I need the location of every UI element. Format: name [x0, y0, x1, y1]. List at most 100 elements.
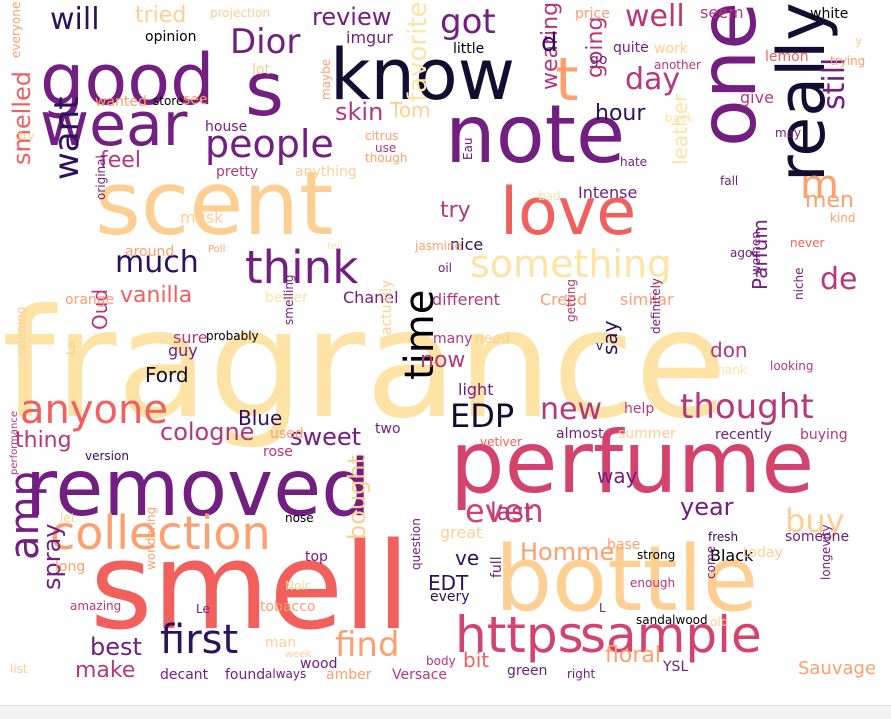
word-cloud-word: will	[50, 2, 100, 37]
word-cloud-word: make	[75, 658, 136, 683]
word-cloud-word: better	[265, 290, 308, 306]
word-cloud-word: leather	[668, 93, 692, 165]
word-cloud-word: t	[555, 45, 579, 115]
word-cloud-word: try	[440, 198, 471, 223]
word-cloud-word: kind	[830, 211, 856, 225]
word-cloud-word: good	[40, 39, 215, 121]
word-cloud-word: orange	[65, 292, 115, 308]
word-cloud-word: bit	[463, 648, 490, 672]
word-cloud-word: Poll	[208, 244, 226, 255]
word-cloud-word: feel	[100, 148, 141, 173]
word-cloud-word: hour	[595, 101, 646, 126]
word-cloud-word: smelled	[8, 71, 36, 165]
word-cloud-word: buy	[785, 502, 845, 540]
word-cloud-word: every	[430, 589, 470, 605]
word-cloud-word: everyone	[9, 2, 23, 59]
word-cloud-word: getting	[564, 279, 578, 322]
word-cloud-word: now	[420, 348, 466, 373]
word-cloud-word: man	[265, 635, 297, 651]
word-cloud-word: new	[540, 392, 603, 427]
word-cloud-word: may	[775, 126, 802, 140]
word-cloud-word: wanted	[95, 94, 147, 110]
word-cloud-word: trying	[830, 54, 866, 68]
word-cloud-word: wear	[40, 90, 188, 160]
word-cloud-word: Ford	[145, 363, 189, 387]
word-cloud-word: m	[800, 162, 839, 208]
word-cloud-word: men	[805, 188, 854, 213]
word-cloud-word: floral	[605, 643, 661, 668]
word-cloud-word: smelling	[282, 274, 296, 325]
word-cloud-word: think	[245, 241, 359, 294]
word-cloud-word: someone	[785, 529, 850, 545]
word-cloud-word: pretty	[216, 164, 259, 180]
word-cloud-word: don	[710, 338, 748, 362]
word-cloud-word: full	[489, 556, 505, 578]
word-cloud-word: Blue	[238, 406, 283, 430]
word-cloud-word: jasmine	[415, 239, 462, 253]
word-cloud-word: something	[470, 242, 672, 286]
word-cloud-word: d	[541, 28, 558, 58]
word-cloud-word: amber	[326, 667, 372, 683]
word-cloud-word: anything	[295, 164, 357, 180]
word-cloud-word: use	[375, 141, 397, 155]
word-cloud-word: white	[810, 6, 849, 22]
word-cloud-word: scent	[95, 152, 334, 255]
word-cloud-word: definitely	[649, 277, 663, 334]
word-cloud-word: going	[583, 16, 608, 78]
word-cloud-word: enough	[630, 576, 676, 590]
word-cloud-word: around	[125, 244, 175, 260]
word-cloud-word: sandalwood	[636, 613, 708, 627]
word-cloud-word: women	[749, 231, 763, 275]
word-cloud-word: longevity	[819, 524, 833, 580]
word-cloud-word: Tom	[390, 98, 431, 122]
word-cloud-word: wondering	[144, 506, 158, 570]
word-cloud-word: another	[654, 58, 701, 72]
word-cloud-word: projection	[210, 6, 270, 20]
word-cloud-word: back	[665, 111, 694, 125]
word-cloud-word: original	[94, 155, 108, 200]
word-cloud-word: imgur	[346, 28, 393, 47]
word-cloud-word: summer	[618, 426, 676, 442]
word-cloud-word: opening	[14, 306, 28, 355]
word-cloud-word: citrus	[365, 129, 399, 143]
word-cloud-word: thought	[680, 387, 814, 427]
word-cloud-word: anyone	[20, 387, 168, 433]
word-cloud-word: last	[490, 498, 534, 526]
word-cloud-word: first	[160, 617, 239, 663]
word-cloud-word: well	[625, 0, 685, 34]
word-cloud-word: s	[245, 45, 285, 133]
word-cloud-word: bad	[538, 189, 561, 203]
word-cloud-word: question	[409, 518, 423, 570]
word-cloud-word: strong	[637, 548, 676, 562]
word-cloud-word: de	[820, 262, 858, 297]
word-cloud-word: musk	[180, 208, 224, 227]
word-cloud-word: give	[740, 88, 774, 107]
word-cloud-word: need	[475, 331, 510, 347]
word-cloud-word: quite	[613, 40, 649, 56]
word-cloud-word: oil	[438, 261, 453, 275]
word-cloud-word: tobacco	[260, 599, 316, 615]
word-cloud-word: similar	[620, 290, 674, 309]
word-cloud-word: week	[285, 649, 312, 660]
word-cloud-word: seem	[700, 3, 744, 22]
word-cloud-word: amazing	[70, 599, 122, 613]
word-cloud-word: Black	[710, 546, 754, 565]
word-cloud-word: removed	[25, 444, 371, 534]
word-cloud-word: love	[500, 175, 637, 250]
word-cloud-word: year	[680, 493, 734, 521]
word-cloud-word: sweet	[290, 423, 362, 451]
word-cloud-word: great	[440, 523, 483, 542]
word-cloud-word: way	[597, 464, 638, 488]
word-cloud-word: used	[270, 426, 304, 442]
word-cloud-word: EDT	[428, 571, 469, 595]
word-cloud-word: opinion	[145, 29, 197, 45]
word-cloud-word: https	[455, 606, 584, 664]
word-cloud-word: thing	[15, 428, 72, 453]
word-cloud-word: lemon	[765, 49, 809, 65]
word-cloud-word: Versace	[392, 667, 448, 683]
word-cloud-word: different	[432, 290, 500, 309]
word-cloud-word: even	[465, 492, 544, 530]
word-cloud-word: almost	[556, 426, 604, 442]
word-cloud-word: know	[330, 34, 515, 116]
word-cloud-word: see	[183, 92, 208, 108]
